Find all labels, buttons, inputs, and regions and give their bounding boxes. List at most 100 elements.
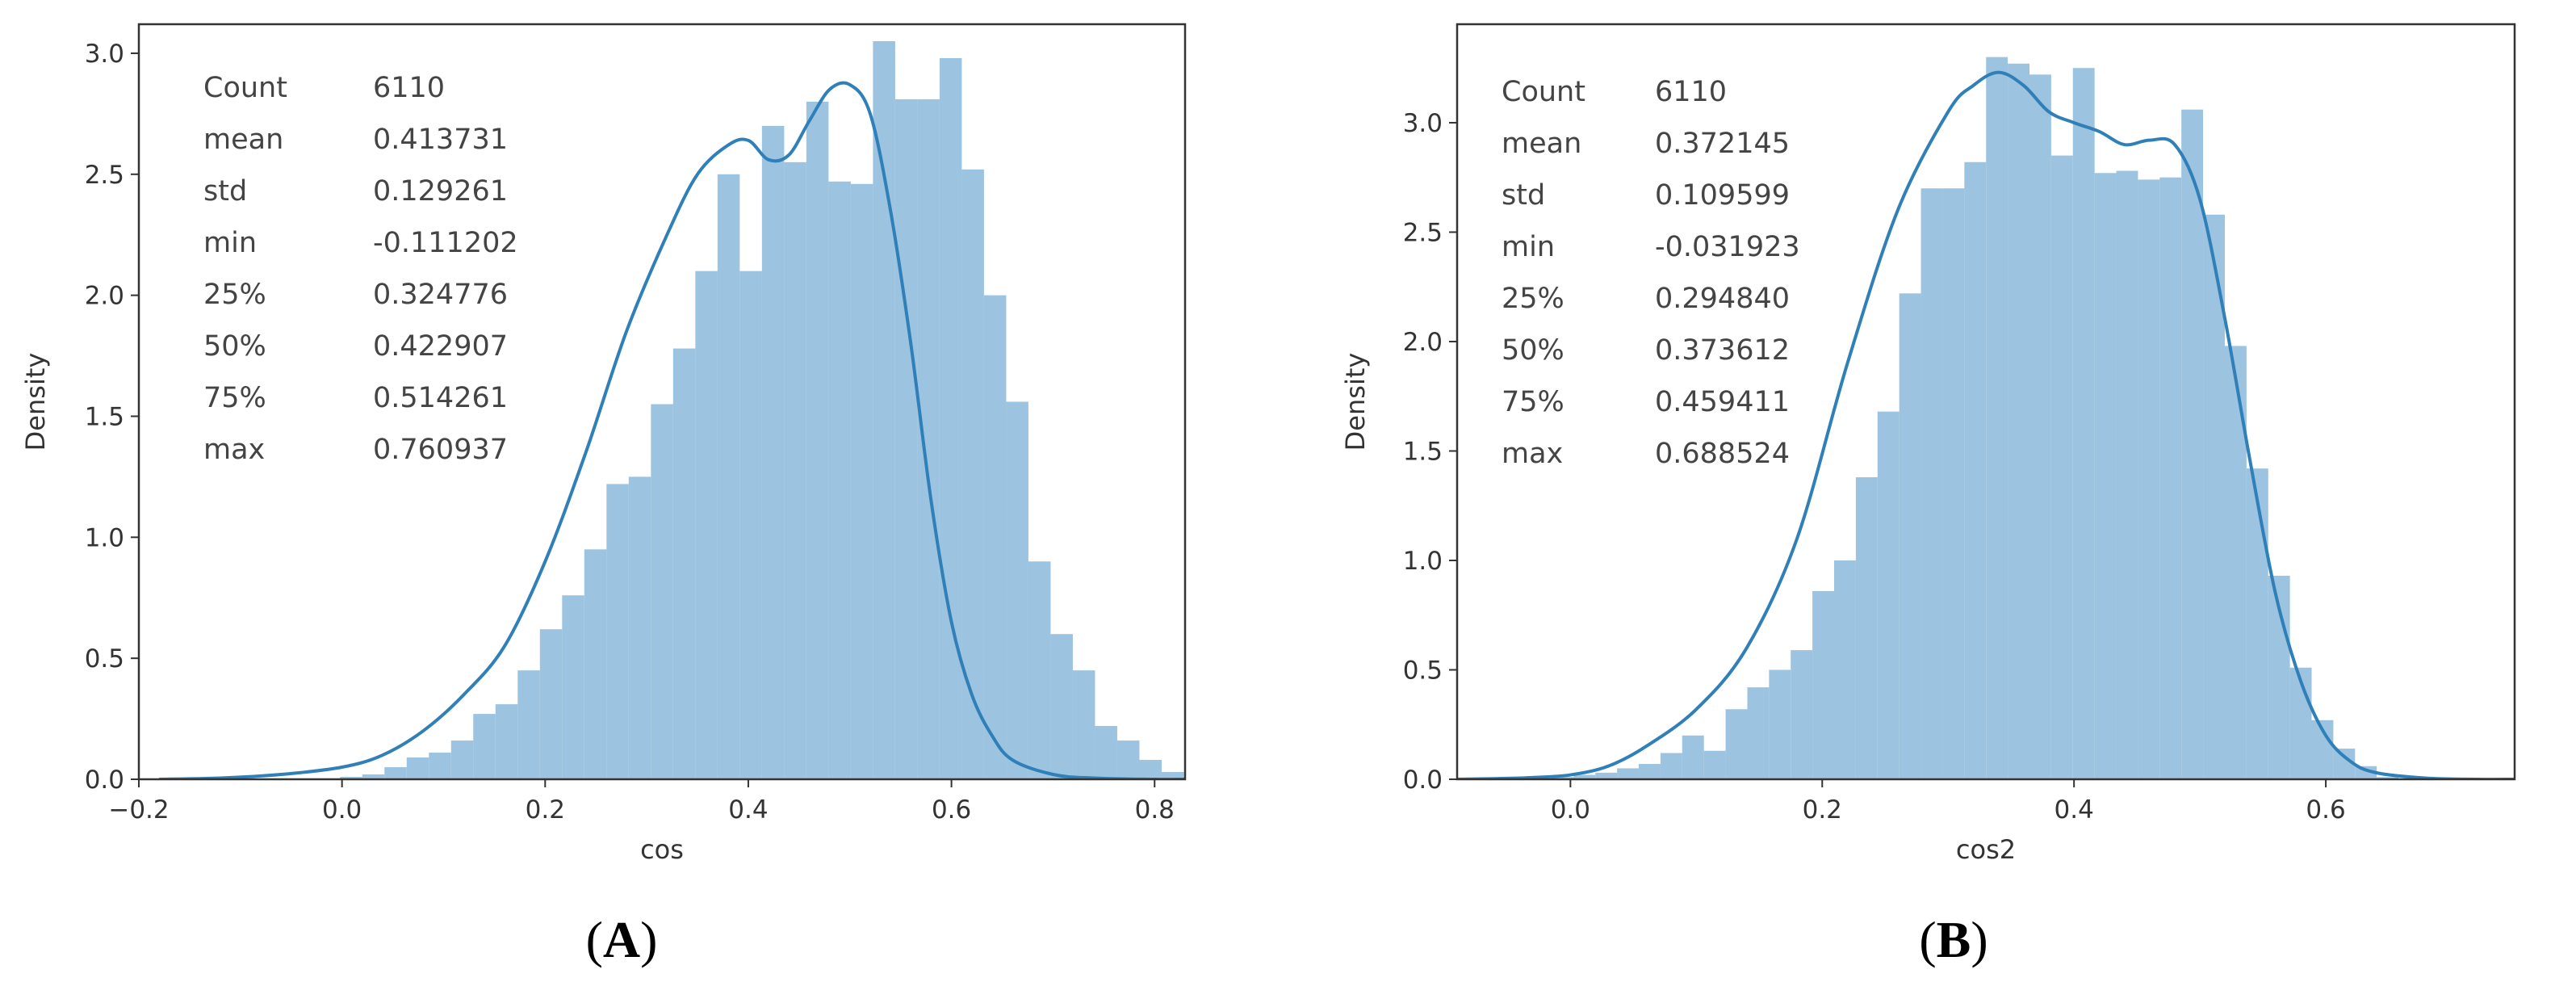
caption-open-paren: ( [1919, 911, 1936, 968]
stat-label: 75% [203, 382, 266, 414]
histogram-bar [2008, 63, 2029, 779]
histogram-bar [917, 99, 940, 779]
histogram-bar [850, 183, 873, 779]
stat-label: std [203, 175, 247, 208]
histogram-bar [761, 125, 785, 779]
stat-label: min [203, 227, 257, 259]
stat-value: 6110 [1655, 76, 1727, 108]
stat-value: -0.031923 [1655, 231, 1800, 263]
histogram-bar [1028, 561, 1051, 779]
histogram-bar [1050, 634, 1073, 779]
caption-letter: B [1937, 911, 1971, 968]
panel-caption: (B) [1919, 911, 1987, 968]
summary-stats: Count 6110 mean 0.372145 std 0.109599 min -0.03… [1502, 76, 1800, 470]
summary-stats: Count 6110 mean 0.413731 std 0.129261 min -0.11… [203, 72, 518, 466]
histogram-bar [584, 549, 607, 779]
x-tick-label: 0.6 [932, 795, 971, 824]
histogram-bar [1747, 687, 1770, 779]
x-axis-label: cos2 [1956, 834, 2016, 865]
stat-value: 0.324776 [373, 279, 508, 311]
y-tick-label: 1.0 [85, 523, 124, 552]
histogram-bar [2203, 214, 2225, 779]
histogram-bar [2377, 777, 2399, 779]
histogram-bar [1552, 777, 1574, 779]
histogram-bar [562, 595, 584, 779]
histogram-bar [495, 704, 518, 779]
x-tick-label: 0.4 [728, 795, 768, 824]
histogram-bar [739, 271, 762, 779]
histogram-bar [606, 484, 629, 779]
stat-label: 25% [1502, 283, 1564, 315]
histogram-bar [450, 741, 474, 779]
histogram-bar [1986, 57, 2008, 779]
stat-value: 0.760937 [373, 434, 508, 466]
histogram-bar [1617, 768, 1640, 779]
stat-value: 0.129261 [373, 175, 508, 208]
stat-value: 0.372145 [1655, 128, 1790, 160]
histogram-bar [1573, 774, 1596, 779]
caption-letter: A [603, 911, 640, 968]
y-tick-label: 1.5 [85, 402, 124, 431]
histogram-bar [1095, 726, 1117, 779]
histogram-bar [672, 348, 696, 779]
x-tick-label: 0.2 [526, 795, 565, 824]
histogram-bar [473, 714, 496, 779]
histogram-bar [1855, 477, 1878, 779]
y-tick-label: 2.5 [85, 161, 124, 190]
plot-area [1457, 57, 2515, 779]
histogram-bar [1183, 777, 1185, 779]
chart-panel-a: 0.00.51.01.52.02.53.0−0.2 0.0 0.2 0.4 0.6 0.8… [20, 23, 1187, 968]
stat-value: 0.109599 [1655, 179, 1790, 212]
y-tick-label: 3.0 [1403, 109, 1443, 138]
histogram-bar [2138, 179, 2160, 779]
histogram-bar [340, 777, 362, 779]
histogram-bar [628, 476, 651, 779]
histogram-bar [806, 101, 829, 779]
axes-frame [137, 23, 1187, 781]
caption-open-paren: ( [586, 911, 603, 968]
histogram-bar [1006, 401, 1028, 779]
stat-value: 0.688524 [1655, 438, 1790, 470]
histogram-bar [939, 57, 962, 779]
stat-label: max [203, 434, 265, 466]
histogram-bar [1639, 764, 1661, 779]
y-axis-label: Density [20, 353, 51, 451]
histogram-bar [1942, 188, 1965, 779]
stat-label: 25% [203, 279, 266, 311]
histogram-bar [1139, 760, 1162, 779]
y-tick-label: 2.0 [85, 282, 124, 311]
stat-value: 0.294840 [1655, 283, 1790, 315]
histogram-bar [651, 404, 673, 779]
x-tick-label: 0.8 [1135, 795, 1175, 824]
y-axis-label: Density [1340, 353, 1371, 451]
x-tick-label: 0.2 [1803, 795, 1842, 824]
histogram-bar [1161, 772, 1184, 779]
histogram-bar [2116, 170, 2138, 779]
stat-label: Count [1502, 76, 1585, 108]
histogram-bar [2159, 177, 2182, 779]
histogram-bar [429, 753, 451, 779]
stat-label: 50% [203, 330, 266, 363]
x-axis-label: cos [640, 834, 684, 865]
y-tick-label: 3.0 [85, 40, 124, 69]
histogram-bar [2246, 468, 2268, 779]
histogram-bar [2050, 155, 2073, 779]
histogram-bar [1725, 709, 1748, 779]
stat-value: 0.373612 [1655, 334, 1790, 367]
histogram-bar [1072, 670, 1095, 779]
histogram-bar [894, 99, 918, 779]
y-tick-label: 0.5 [1403, 656, 1443, 685]
stat-label: std [1502, 179, 1545, 212]
y-tick-label: 1.5 [1403, 437, 1443, 466]
stat-value: 0.413731 [373, 124, 508, 156]
stat-value: 0.422907 [373, 330, 508, 363]
stat-value: 6110 [373, 72, 445, 104]
chart-panel-b: 0.0 0.5 1.0 1.5 2.0 2.5 3.0 0.0 0.2 0.4 0.6 cos2 Den… [1340, 23, 2516, 968]
histogram-bar [1834, 560, 1856, 779]
histogram-bar [1899, 293, 1921, 779]
histogram-bar [517, 670, 540, 779]
histogram-bar [717, 174, 740, 779]
histogram-bar [1595, 772, 1618, 779]
stat-label: mean [203, 124, 283, 156]
x-tick-label: −0.2 [108, 795, 169, 824]
